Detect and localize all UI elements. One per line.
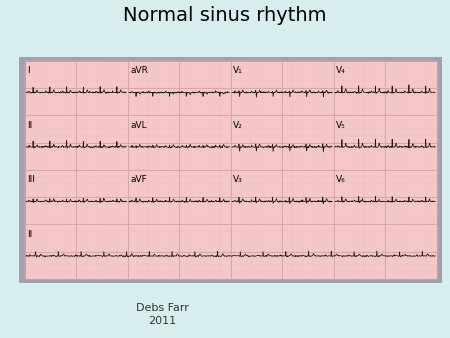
Text: II: II [27, 230, 33, 239]
Text: aVF: aVF [130, 175, 147, 184]
Text: V₆: V₆ [336, 175, 346, 184]
FancyBboxPatch shape [25, 61, 436, 279]
Text: V₁: V₁ [234, 66, 243, 75]
FancyBboxPatch shape [19, 57, 442, 283]
Text: II: II [27, 121, 33, 130]
Text: aVR: aVR [130, 66, 148, 75]
Text: III: III [27, 175, 35, 184]
Text: V₄: V₄ [336, 66, 346, 75]
Text: V₂: V₂ [234, 121, 243, 130]
Text: Debs Farr
2011: Debs Farr 2011 [135, 303, 189, 326]
Text: I: I [27, 66, 30, 75]
Text: V₃: V₃ [234, 175, 243, 184]
Text: aVL: aVL [130, 121, 147, 130]
Text: Normal sinus rhythm: Normal sinus rhythm [123, 6, 327, 25]
Text: V₅: V₅ [336, 121, 346, 130]
